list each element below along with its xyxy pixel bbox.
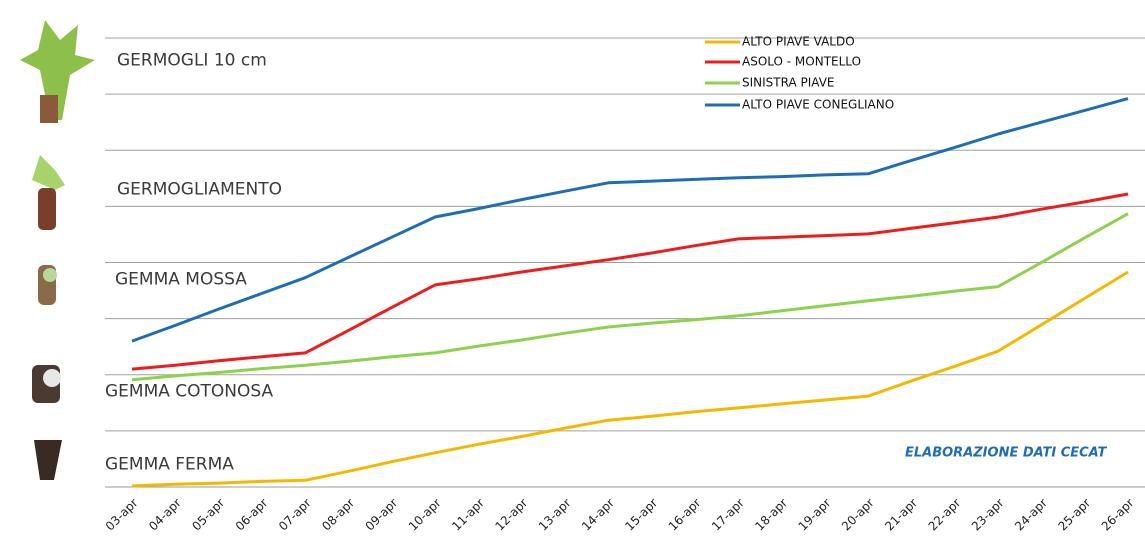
series-line bbox=[131, 270, 1129, 488]
x-tick-label: 23-apr bbox=[969, 496, 1007, 534]
icon-swollen bbox=[38, 265, 57, 305]
y-tick-label: GEMMA COTONOSA bbox=[105, 382, 274, 402]
x-tick-label: 03-apr bbox=[103, 496, 141, 534]
x-tick-label: 15-apr bbox=[622, 496, 660, 534]
icon-shoot bbox=[20, 20, 95, 123]
x-tick-label: 24-apr bbox=[1012, 496, 1050, 534]
legend-label: ALTO PIAVE CONEGLIANO bbox=[742, 98, 894, 112]
y-tick-label: GEMMA FERMA bbox=[105, 455, 234, 475]
series-line bbox=[131, 192, 1129, 371]
series-line bbox=[131, 212, 1129, 382]
legend-label: SINISTRA PIAVE bbox=[742, 76, 835, 90]
x-tick-label: 07-apr bbox=[276, 496, 314, 534]
x-tick-label: 10-apr bbox=[406, 496, 444, 534]
x-tick-label: 05-apr bbox=[189, 496, 227, 534]
x-tick-label: 14-apr bbox=[579, 496, 617, 534]
x-tick-label: 09-apr bbox=[363, 496, 401, 534]
series-line bbox=[131, 97, 1129, 343]
x-tick-label: 12-apr bbox=[492, 496, 530, 534]
stage-icons bbox=[20, 20, 95, 480]
icon-dormant bbox=[34, 440, 62, 480]
x-tick-label: 19-apr bbox=[796, 496, 834, 534]
x-tick-label: 25-apr bbox=[1055, 496, 1093, 534]
x-tick-label: 06-apr bbox=[233, 496, 271, 534]
icon-budbreak bbox=[32, 155, 65, 230]
x-tick-label: 20-apr bbox=[839, 496, 877, 534]
x-tick-label: 13-apr bbox=[536, 496, 574, 534]
x-tick-label: 08-apr bbox=[319, 496, 357, 534]
legend-label: ALTO PIAVE VALDO bbox=[742, 35, 855, 49]
x-tick-label: 26-apr bbox=[1099, 496, 1137, 534]
annotation: ELABORAZIONE DATI CECAT bbox=[905, 446, 1107, 461]
y-tick-label: GEMMA MOSSA bbox=[115, 269, 247, 289]
x-tick-label: 16-apr bbox=[666, 496, 704, 534]
x-tick-label: 22-apr bbox=[926, 496, 964, 534]
x-tick-label: 11-apr bbox=[449, 496, 487, 534]
legend-label: ASOLO - MONTELLO bbox=[742, 55, 861, 69]
x-tick-label: 04-apr bbox=[146, 496, 184, 534]
y-tick-label: GERMOGLIAMENTO bbox=[117, 180, 282, 200]
x-tick-label: 18-apr bbox=[752, 496, 790, 534]
y-tick-label: GERMOGLI 10 cm bbox=[117, 50, 267, 70]
x-tick-label: 17-apr bbox=[709, 496, 747, 534]
icon-woolly bbox=[32, 365, 61, 403]
x-tick-label: 21-apr bbox=[882, 496, 920, 534]
